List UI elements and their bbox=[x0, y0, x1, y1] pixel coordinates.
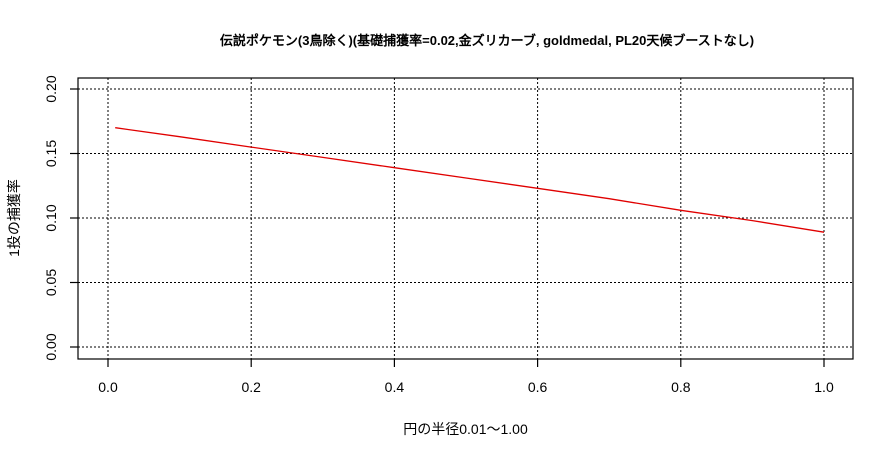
data-line bbox=[115, 127, 825, 233]
x-axis-label: 円の半径0.01〜1.00 bbox=[403, 421, 528, 437]
y-tick-label: 0.05 bbox=[43, 269, 59, 296]
y-tick-label: 0.10 bbox=[43, 204, 59, 231]
x-tick-label: 0.2 bbox=[241, 379, 261, 395]
chart-title: 伝説ポケモン(3鳥除く)(基礎捕獲率=0.02,金ズリカーブ, goldmeda… bbox=[219, 33, 755, 48]
y-axis: 0.00 0.05 0.10 0.15 0.20 bbox=[43, 75, 78, 361]
y-tick-label: 0.20 bbox=[43, 75, 59, 102]
x-tick-label: 0.6 bbox=[528, 379, 548, 395]
x-axis: 0.0 0.2 0.4 0.6 0.8 1.0 bbox=[98, 359, 834, 395]
x-tick-label: 0.0 bbox=[98, 379, 118, 395]
x-tick-label: 1.0 bbox=[814, 379, 834, 395]
y-tick-label: 0.00 bbox=[43, 333, 59, 360]
grid-lines bbox=[78, 78, 853, 359]
x-tick-label: 0.8 bbox=[671, 379, 691, 395]
x-tick-label: 0.4 bbox=[385, 379, 405, 395]
series-line bbox=[115, 127, 825, 233]
y-tick-label: 0.15 bbox=[43, 140, 59, 167]
